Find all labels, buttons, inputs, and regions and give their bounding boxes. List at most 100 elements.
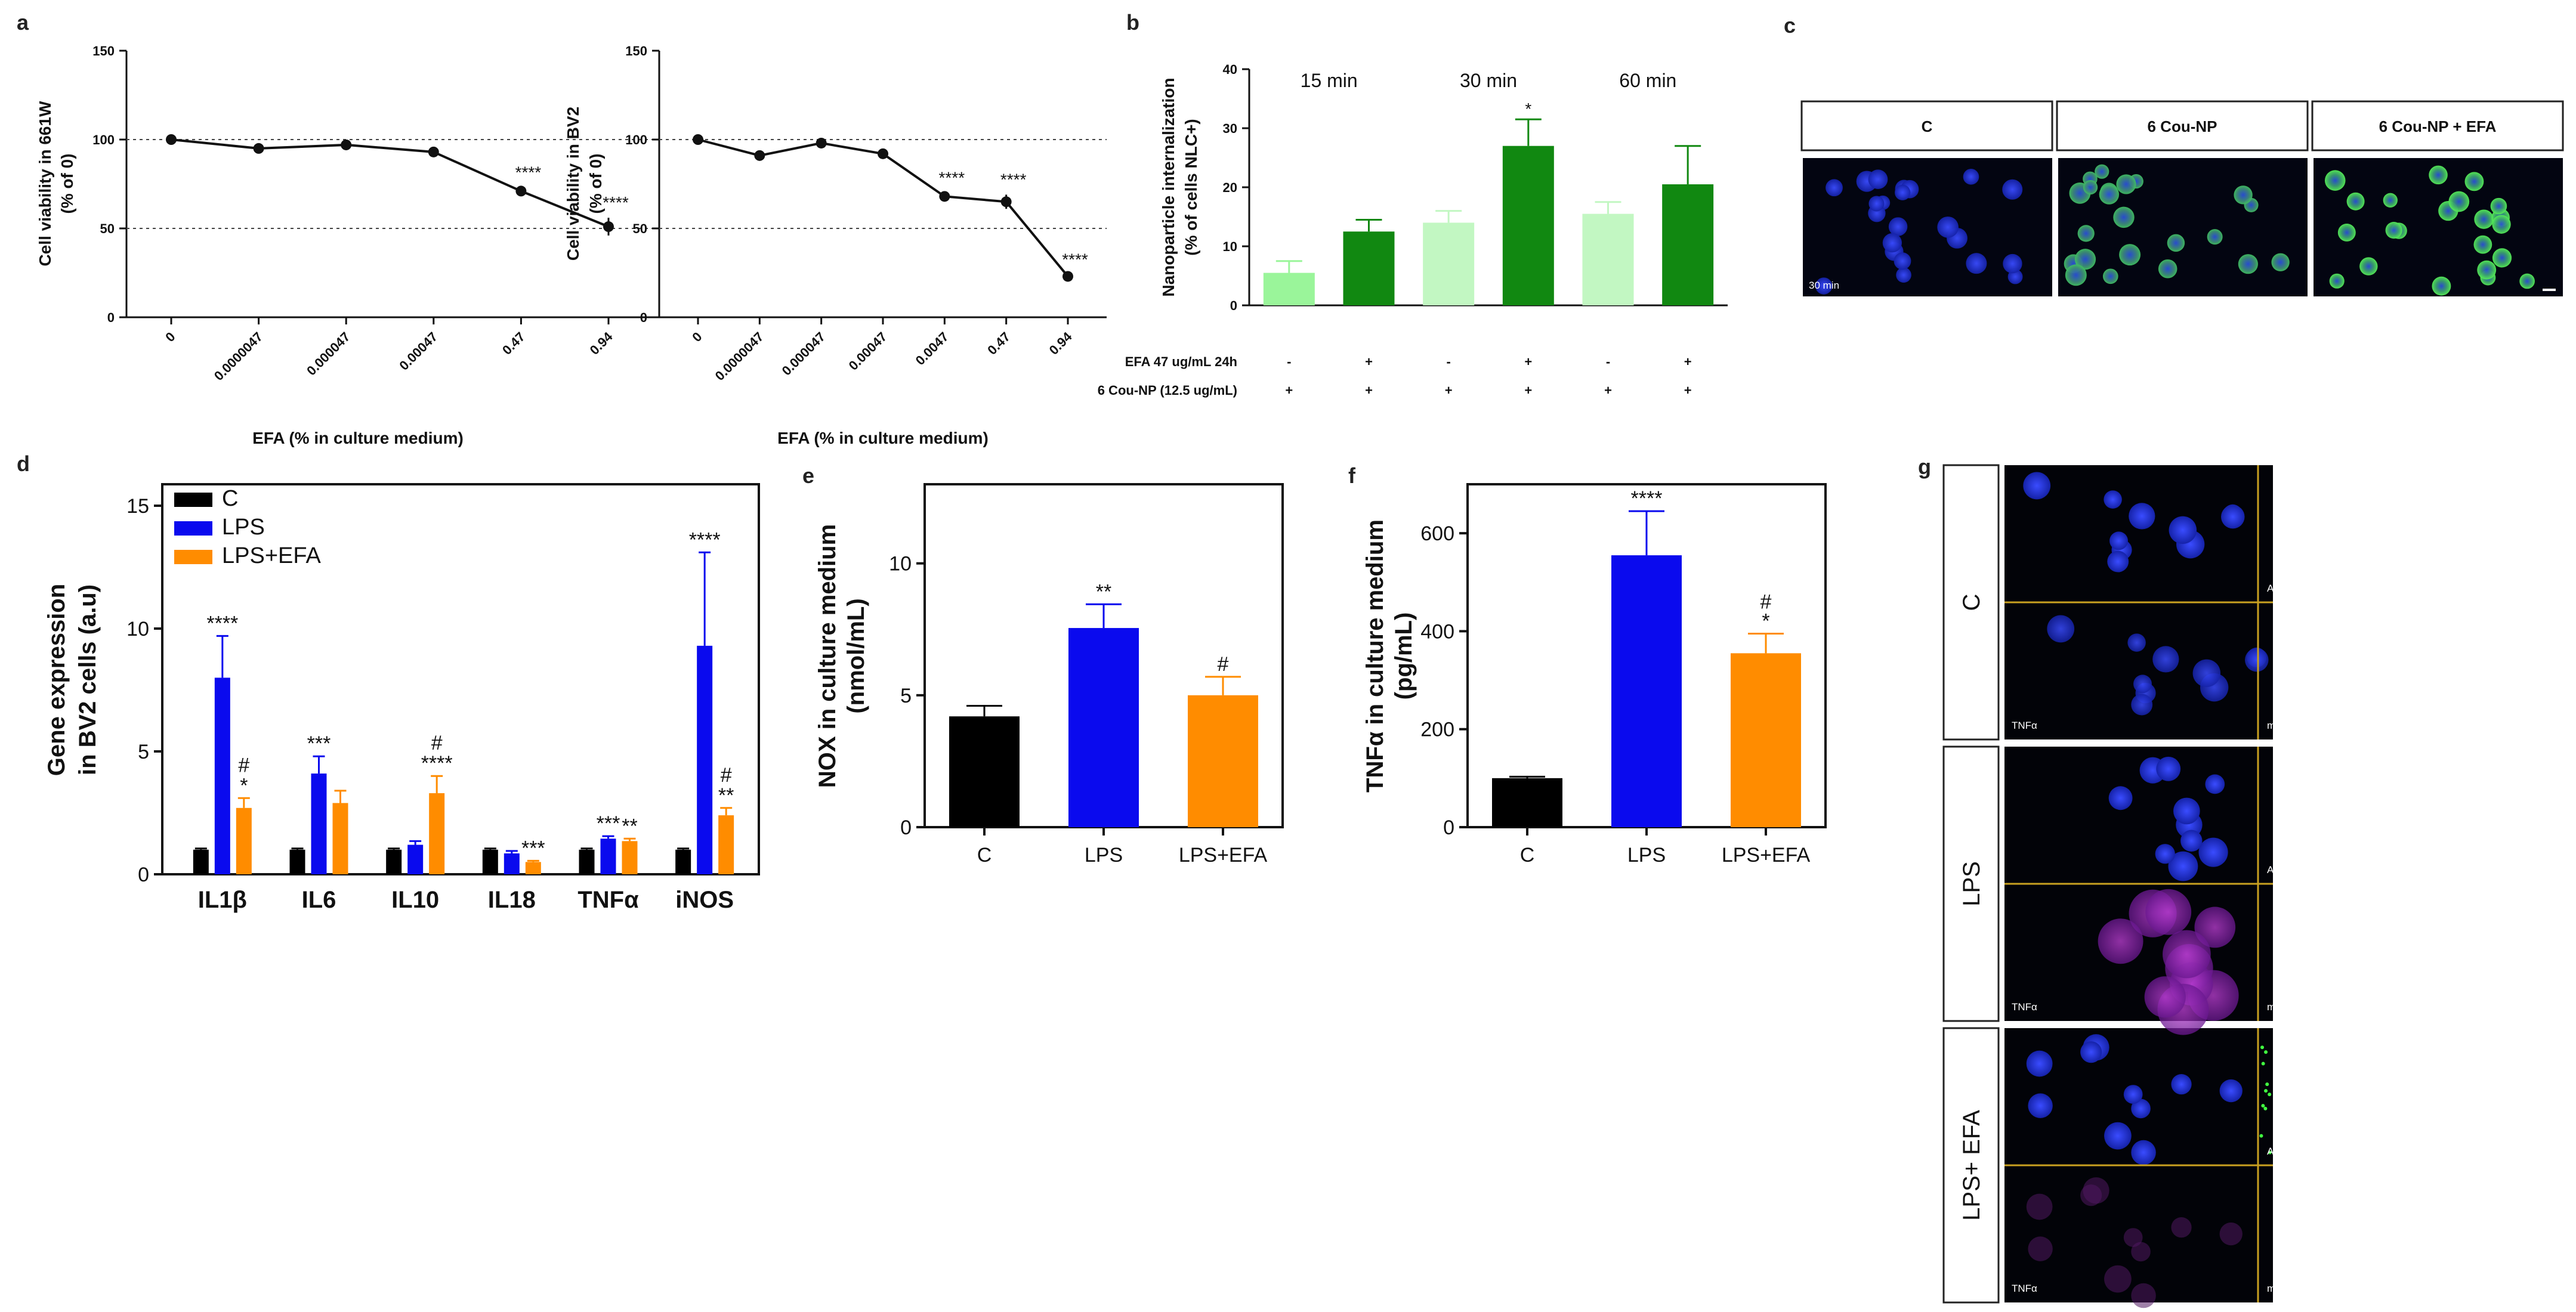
x-tick-label: 0.00047: [396, 329, 440, 373]
label-tnfa-lps: TNFα: [2012, 1001, 2037, 1013]
y-tick-label: 150: [625, 44, 647, 58]
bar: [1492, 778, 1562, 827]
bar: [697, 645, 713, 874]
significance-label: #: [1760, 591, 1772, 614]
x-tick-label: 0: [689, 329, 705, 345]
significance-label: *: [1762, 610, 1769, 633]
legend-swatch: [174, 493, 212, 507]
y-tick-label: 20: [1223, 180, 1237, 195]
viability-bv2-chart: 0 50 100 150 0 0.0000047 0.000047 0.00047 0.004…: [564, 44, 1107, 447]
cell: [2065, 264, 2087, 286]
significance-label: **: [622, 815, 637, 837]
cell: [2023, 472, 2051, 500]
bar: [236, 807, 252, 874]
y-axis-title-line1: Nanoparticle internalization: [1159, 78, 1178, 296]
cell: [2099, 184, 2120, 205]
cell: [2473, 235, 2492, 254]
row1-sign: -: [1287, 354, 1291, 369]
x-tick-label: 0.0047: [913, 329, 952, 368]
legend-label: LPS+EFA: [222, 543, 321, 568]
cell: [2474, 209, 2494, 229]
arg1-dot: [2268, 1093, 2272, 1097]
cell: [2144, 976, 2186, 1018]
legend-label: LPS: [222, 515, 265, 540]
significance-label: ***: [307, 732, 331, 755]
y-axis-title-line2: (% of 0): [586, 153, 605, 213]
panel-label-e: e: [802, 463, 814, 488]
row2-sign: +: [1445, 383, 1453, 398]
bar: [675, 849, 691, 874]
x-tick-label: 0: [162, 329, 178, 345]
cell: [2171, 1074, 2192, 1095]
arg1-dot: [2265, 1082, 2269, 1087]
cell: [2080, 1041, 2102, 1063]
scale-bars: [2543, 729, 2556, 1294]
legend-label: C: [222, 486, 238, 511]
x-tick-label: 0.00047: [846, 329, 890, 373]
cell: [2324, 170, 2346, 191]
cell: [2238, 254, 2258, 274]
plot-frame: [161, 483, 760, 875]
time-label: 15 min: [1301, 70, 1358, 91]
arg1-dot: [2263, 1106, 2268, 1110]
cell: [2119, 244, 2141, 266]
category-label: IL6: [302, 887, 336, 913]
cell: [1882, 233, 1902, 253]
cell: [2098, 918, 2143, 964]
significance-label: #: [721, 764, 732, 787]
cell: [2180, 830, 2203, 852]
bar: [214, 677, 230, 874]
header-c: C: [1922, 117, 1933, 135]
cell: [2108, 786, 2133, 810]
significance-label: ****: [1062, 250, 1088, 268]
cell: [2207, 229, 2223, 245]
cell: [2116, 174, 2136, 194]
significance-label: **: [1096, 580, 1111, 603]
significance-label: ****: [1000, 170, 1027, 188]
cell: [2477, 260, 2497, 280]
panel-label-c: c: [1784, 13, 1796, 38]
label-arg1-lps: ARG1: [2267, 864, 2294, 875]
panel-label-b: b: [1126, 10, 1139, 35]
row1-sign: -: [1447, 354, 1451, 369]
bar: [949, 716, 1020, 827]
data-point: [693, 134, 703, 145]
y-tick-label: 0: [107, 310, 115, 325]
series-line: [171, 138, 609, 228]
cell: [2219, 1079, 2243, 1103]
category-label: TNFα: [577, 887, 639, 913]
significance-label: ***: [521, 837, 545, 859]
data-point: [253, 143, 264, 154]
data-point: [816, 137, 827, 148]
cell: [2077, 225, 2095, 242]
cell: [1868, 169, 1888, 190]
cell: [2383, 193, 2398, 208]
y-tick-label: 30: [1223, 121, 1237, 136]
microscopy-panel-g: C LPS LPS+ EFA ARG1 TNFα merge ARG1 TNFα…: [1942, 464, 2556, 1308]
cell: [2198, 837, 2228, 867]
cell: [2123, 1085, 2143, 1104]
data-point: [428, 146, 439, 157]
time-label: 30 min: [1460, 70, 1517, 91]
cell: [2152, 646, 2179, 673]
y-axis-title-line1: Gene expression: [44, 584, 70, 776]
y-tick-label: 5: [900, 685, 912, 707]
data-point: [166, 134, 177, 145]
y-tick-label: 10: [1223, 239, 1237, 254]
category-label: C: [977, 844, 992, 867]
significance-label: **: [718, 784, 734, 807]
arg1-dot: [2261, 1104, 2265, 1108]
label-tnfa-lps-efa: TNFα: [2012, 1283, 2037, 1294]
bar: [579, 849, 595, 874]
bar: [482, 849, 498, 874]
bar: [429, 793, 445, 874]
cell: [2168, 851, 2198, 881]
cell: [2448, 191, 2470, 212]
bar: [1662, 184, 1714, 305]
panel-label-d: d: [17, 451, 30, 476]
data-point: [341, 139, 352, 150]
cell: [2492, 248, 2512, 268]
